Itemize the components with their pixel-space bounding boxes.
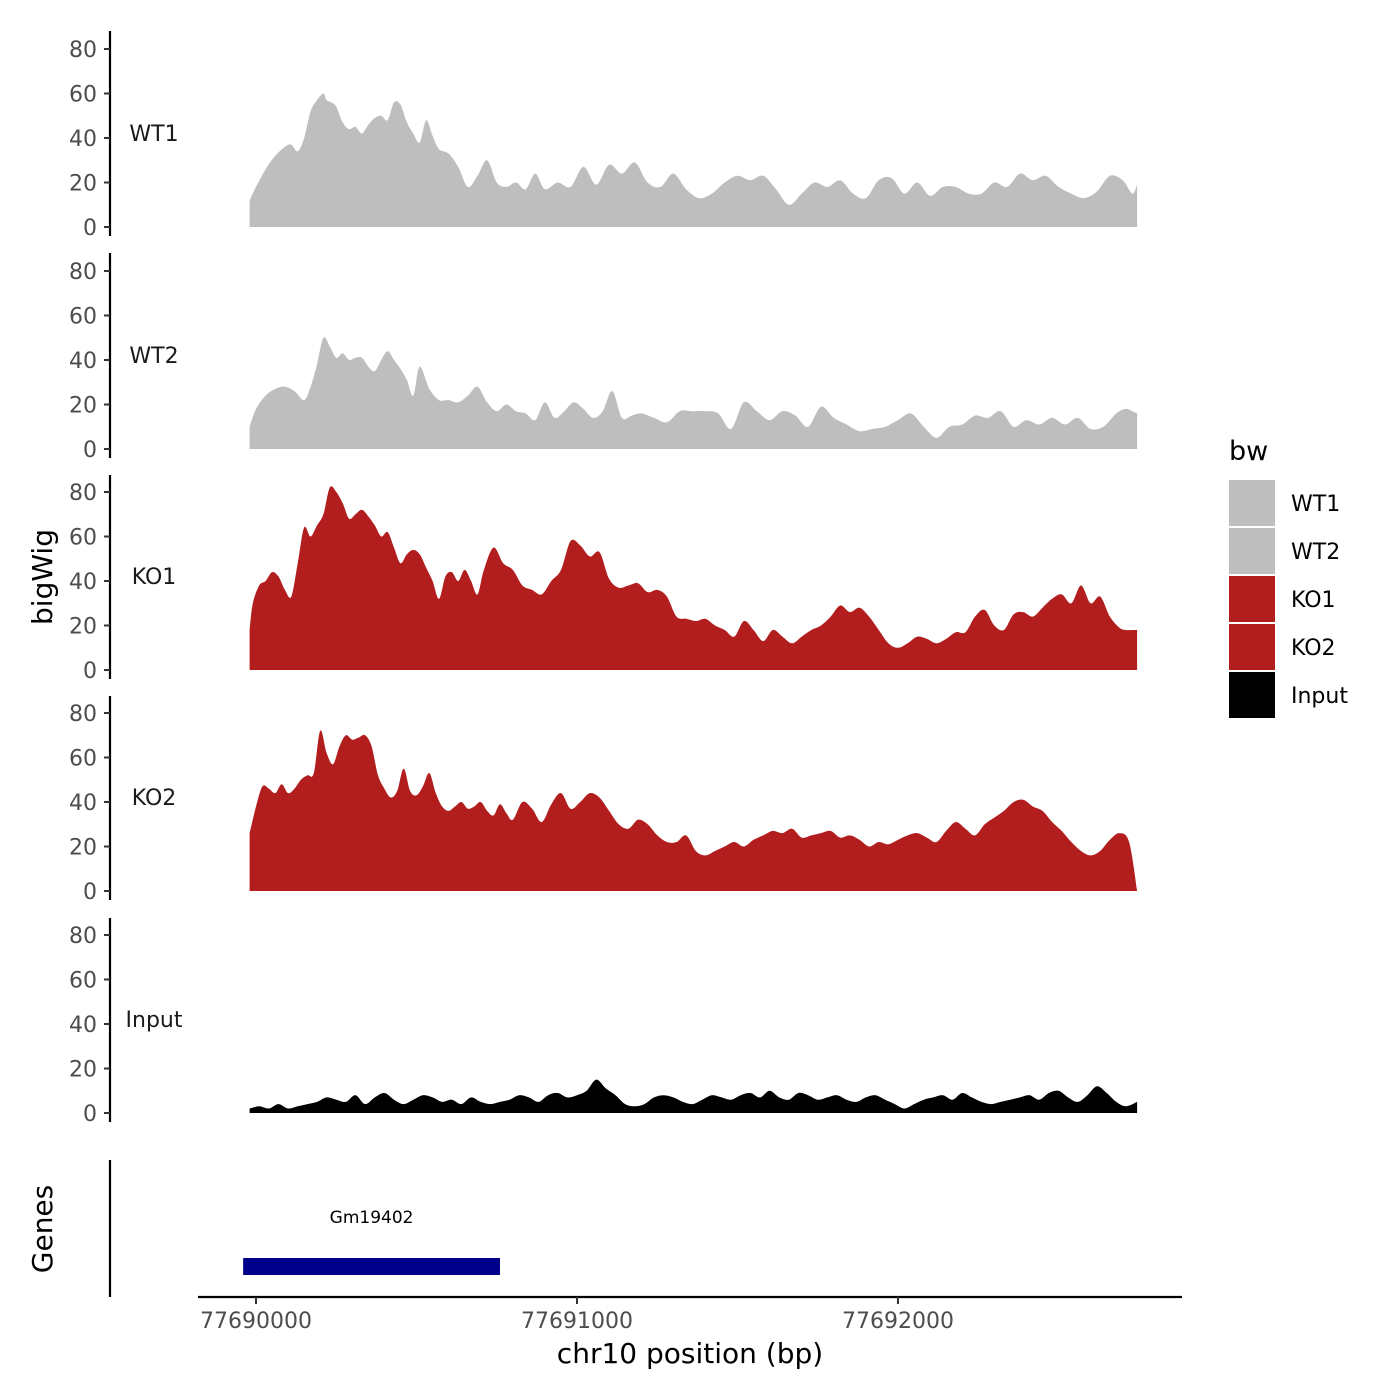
track-label: WT2 bbox=[129, 344, 178, 369]
y-tick-label: 20 bbox=[69, 172, 97, 197]
y-tick-label: 80 bbox=[69, 481, 97, 506]
y-tick-label: 20 bbox=[69, 394, 97, 419]
y-tick-label: 40 bbox=[69, 791, 97, 816]
track-ko2: 0 20 40 60 80 KO2 bbox=[69, 696, 1138, 905]
y-tick-label: 20 bbox=[69, 615, 97, 640]
y-tick-label: 80 bbox=[69, 924, 97, 949]
y-tick-label: 60 bbox=[69, 83, 97, 108]
bigwig-tracks: 0 20 40 60 80 WT1 0 20 40 60 80 WT2 0 20 40 60 80 KO1 0 20 4… bbox=[69, 31, 1138, 1127]
track-label: WT1 bbox=[129, 122, 178, 147]
x-tick-label: 77692000 bbox=[842, 1309, 954, 1334]
y-tick-label: 0 bbox=[83, 438, 97, 463]
y-tick-label: 0 bbox=[83, 216, 97, 241]
x-tick-label: 77691000 bbox=[521, 1309, 633, 1334]
area-wt1 bbox=[249, 93, 1138, 227]
track-input: 0 20 40 60 80 Input bbox=[69, 918, 1138, 1127]
y-tick-label: 40 bbox=[69, 1013, 97, 1038]
legend-label: KO2 bbox=[1291, 636, 1336, 661]
y-tick-label: 80 bbox=[69, 702, 97, 727]
legend-key bbox=[1229, 576, 1275, 622]
track-ko1: 0 20 40 60 80 KO1 bbox=[69, 475, 1138, 684]
legend: bw WT1 WT2 KO1 KO2 Input bbox=[1229, 436, 1348, 718]
gene-track-title: Genes bbox=[26, 1185, 59, 1273]
area-wt2 bbox=[249, 337, 1138, 449]
track-label: KO2 bbox=[132, 786, 177, 811]
area-input bbox=[249, 1079, 1138, 1113]
legend-key bbox=[1229, 480, 1275, 526]
legend-label: KO1 bbox=[1291, 588, 1336, 613]
track-wt1: 0 20 40 60 80 WT1 bbox=[69, 31, 1138, 241]
y-tick-label: 0 bbox=[83, 880, 97, 905]
y-tick-label: 20 bbox=[69, 836, 97, 861]
y-tick-label: 80 bbox=[69, 38, 97, 63]
x-axis-title: chr10 position (bp) bbox=[557, 1337, 823, 1370]
x-tick-label: 77690000 bbox=[200, 1309, 312, 1334]
area-ko1 bbox=[249, 486, 1138, 670]
y-tick-label: 60 bbox=[69, 969, 97, 994]
legend-key bbox=[1229, 624, 1275, 670]
track-label: Input bbox=[126, 1008, 183, 1033]
y-tick-label: 40 bbox=[69, 349, 97, 374]
legend-label: Input bbox=[1291, 684, 1348, 709]
legend-key bbox=[1229, 528, 1275, 574]
legend-title: bw bbox=[1229, 436, 1268, 467]
gene-track: Gm19402 bbox=[108, 1160, 500, 1297]
track-label: KO1 bbox=[132, 565, 177, 590]
legend-key bbox=[1229, 672, 1275, 718]
y-axis-title: bigWig bbox=[26, 529, 59, 625]
x-axis: 77690000 77691000 77692000 bbox=[198, 1295, 1182, 1334]
legend-label: WT2 bbox=[1291, 540, 1340, 565]
legend-label: WT1 bbox=[1291, 492, 1340, 517]
track-wt2: 0 20 40 60 80 WT2 bbox=[69, 253, 1138, 463]
y-tick-label: 20 bbox=[69, 1058, 97, 1083]
y-tick-label: 60 bbox=[69, 526, 97, 551]
y-tick-label: 60 bbox=[69, 305, 97, 330]
y-tick-label: 60 bbox=[69, 747, 97, 772]
y-tick-label: 40 bbox=[69, 570, 97, 595]
gene-label: Gm19402 bbox=[330, 1208, 414, 1228]
area-ko2 bbox=[249, 730, 1138, 891]
y-tick-label: 80 bbox=[69, 260, 97, 285]
y-tick-label: 0 bbox=[83, 1102, 97, 1127]
y-tick-label: 40 bbox=[69, 127, 97, 152]
y-tick-label: 0 bbox=[83, 659, 97, 684]
